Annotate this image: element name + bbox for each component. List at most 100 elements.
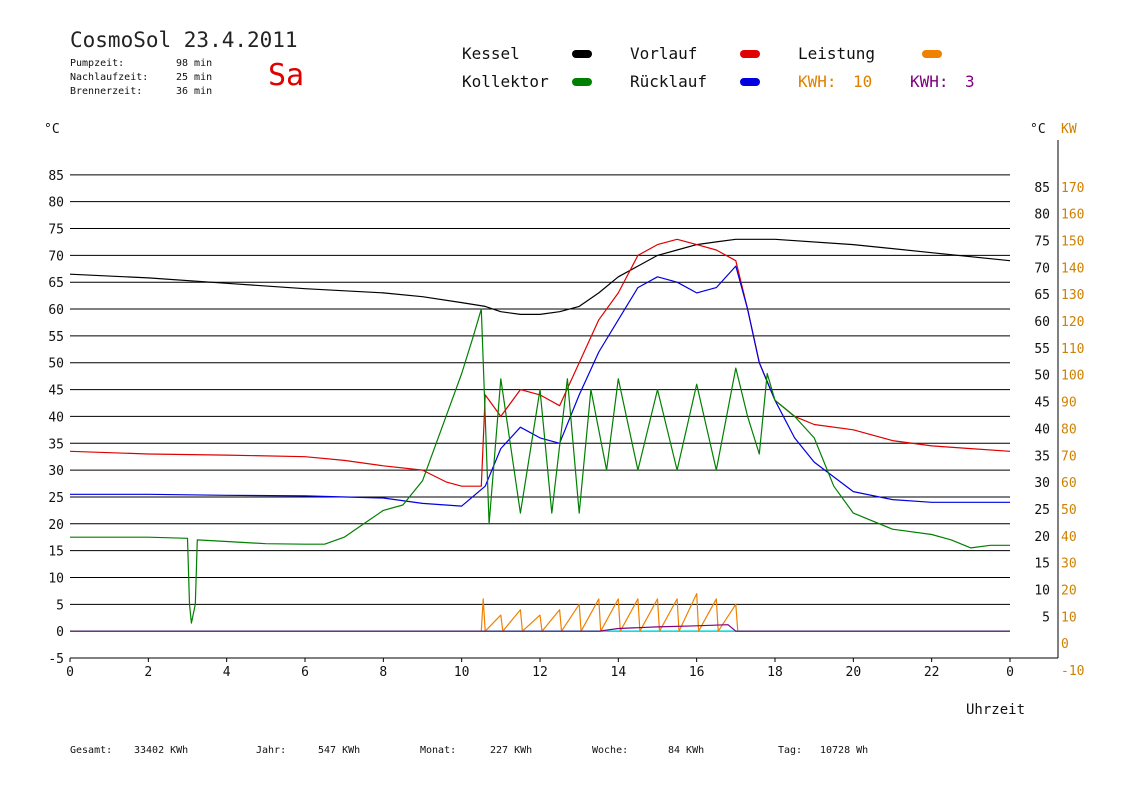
y-right-power-tick-label: 20 (1061, 583, 1077, 598)
chart-title: CosmoSol 23.4.2011 (70, 28, 298, 52)
info-brennerzeit-value: 36 min (176, 86, 213, 97)
y-right-power-tick-label: 90 (1061, 396, 1077, 411)
y-left-unit: °C (44, 122, 60, 137)
y-right-temp-tick-label: 40 (1034, 422, 1050, 437)
y-left-tick-label: 60 (48, 303, 64, 318)
y-left-tick-label: 30 (48, 464, 64, 479)
footer-tag-label: Tag: (778, 745, 803, 756)
footer-jahr-value: 547 KWh (318, 745, 361, 756)
x-tick-label: 12 (532, 665, 548, 680)
kwh-2-label: KWH: (910, 72, 949, 91)
y-right-power-tick-label: 50 (1061, 503, 1077, 518)
kwh-2-value: 3 (965, 72, 975, 91)
kwh-1-value: 10 (853, 72, 873, 91)
legend-kessel-label: Kessel (462, 44, 520, 63)
footer-tag-value: 10728 Wh (820, 745, 869, 756)
series-line-leistung (70, 592, 1010, 632)
legend-kessel-swatch (572, 50, 592, 58)
y-right-power-tick-label: 60 (1061, 476, 1077, 491)
footer-monat-label: Monat: (420, 745, 457, 756)
x-tick-label: 0 (1006, 665, 1014, 680)
kwh-1-label: KWH: (798, 72, 837, 91)
series-line-r-cklauf (70, 265, 1010, 507)
y-right-temp-tick-label: 15 (1034, 557, 1050, 572)
footer-monat-value: 227 KWh (490, 745, 533, 756)
y-right-temp-tick-label: 55 (1034, 342, 1050, 357)
legend-kollektor-swatch (572, 78, 592, 86)
y-right-power-tick-label: 130 (1061, 288, 1084, 303)
y-right-power-tick-label: 170 (1061, 181, 1084, 196)
legend-vorlauf-label: Vorlauf (630, 44, 698, 63)
y-left-tick-label: 45 (48, 384, 64, 399)
y-left-tick-label: -5 (48, 652, 64, 667)
y-left-tick-label: 50 (48, 357, 64, 372)
series-lines (69, 238, 1011, 632)
footer-woche-label: Woche: (592, 745, 629, 756)
y-right-temp-tick-label: 25 (1034, 503, 1050, 518)
y-right-power-tick-label: 70 (1061, 449, 1077, 464)
series-line-kessel (69, 238, 1011, 315)
x-tick-label: 16 (689, 665, 705, 680)
y-left-tick-label: 55 (48, 330, 64, 345)
x-tick-label: 4 (223, 665, 231, 680)
y-left-tick-label: 25 (48, 491, 64, 506)
y-right-power-tick-label: 110 (1061, 342, 1084, 357)
legend-leistung-swatch (922, 50, 942, 58)
info-nachlaufzeit-label: Nachlaufzeit: (70, 72, 149, 83)
y-right-temp-tick-label: 30 (1034, 476, 1050, 491)
x-tick-label: 6 (301, 665, 309, 680)
series-line-kollektor (70, 308, 1010, 624)
y-right-temp-tick-label: 80 (1034, 208, 1050, 223)
y-left-tick-label: 85 (48, 169, 64, 184)
y-right-temp-tick-label: 70 (1034, 261, 1050, 276)
y-right-temp-tick-label: 60 (1034, 315, 1050, 330)
x-tick-label: 8 (379, 665, 387, 680)
x-tick-label: 2 (144, 665, 152, 680)
x-tick-label: 18 (767, 665, 783, 680)
info-pumpzeit-value: 98 min (176, 58, 213, 69)
y-left-tick-label: 75 (48, 223, 64, 238)
y-right-temp-tick-label: 65 (1034, 288, 1050, 303)
y-right-power-unit: KW (1061, 122, 1077, 137)
y-left-tick-label: 80 (48, 196, 64, 211)
x-tick-label: 20 (846, 665, 862, 680)
footer-gesamt-label: Gesamt: (70, 745, 113, 756)
y-right-temp-tick-label: 50 (1034, 369, 1050, 384)
y-right-temp-tick-label: 5 (1042, 610, 1050, 625)
y-right-temp-tick-label: 85 (1034, 181, 1050, 196)
y-right-power-tick-label: 140 (1061, 261, 1084, 276)
tick-labels: -505101520253035404550556065707580855101… (48, 169, 1084, 680)
y-right-power-tick-label: 120 (1061, 315, 1084, 330)
y-right-temp-tick-label: 10 (1034, 583, 1050, 598)
y-right-power-tick-label: -10 (1061, 664, 1084, 679)
y-left-tick-label: 40 (48, 410, 64, 425)
footer-gesamt-value: 33402 KWh (134, 745, 189, 756)
y-right-temp-tick-label: 35 (1034, 449, 1050, 464)
legend-ruecklauf-label: Rücklauf (630, 72, 708, 91)
y-right-temp-tick-label: 20 (1034, 530, 1050, 545)
footer-woche-value: 84 KWh (668, 745, 705, 756)
series-line-kwh-burner (70, 624, 1010, 632)
y-left-tick-label: 65 (48, 276, 64, 291)
weekday-label: Sa (268, 58, 305, 93)
y-left-tick-label: 35 (48, 437, 64, 452)
y-left-tick-label: 70 (48, 249, 64, 264)
legend-leistung-label: Leistung (798, 44, 876, 63)
x-tick-label: 10 (454, 665, 470, 680)
axes (69, 140, 1059, 662)
x-axis-label: Uhrzeit (966, 702, 1025, 718)
y-left-tick-label: 0 (56, 625, 64, 640)
series-line-vorlauf (69, 238, 1011, 487)
legend-ruecklauf-swatch (740, 78, 760, 86)
y-right-power-tick-label: 0 (1061, 637, 1069, 652)
y-right-power-tick-label: 10 (1061, 610, 1077, 625)
x-tick-label: 22 (924, 665, 940, 680)
y-right-temp-tick-label: 75 (1034, 235, 1050, 250)
x-tick-label: 0 (66, 665, 74, 680)
y-right-power-tick-label: 150 (1061, 235, 1084, 250)
x-tick-label: 14 (611, 665, 627, 680)
info-nachlaufzeit-value: 25 min (176, 72, 213, 83)
y-right-temp-tick-label: 45 (1034, 396, 1050, 411)
y-left-tick-label: 20 (48, 518, 64, 533)
